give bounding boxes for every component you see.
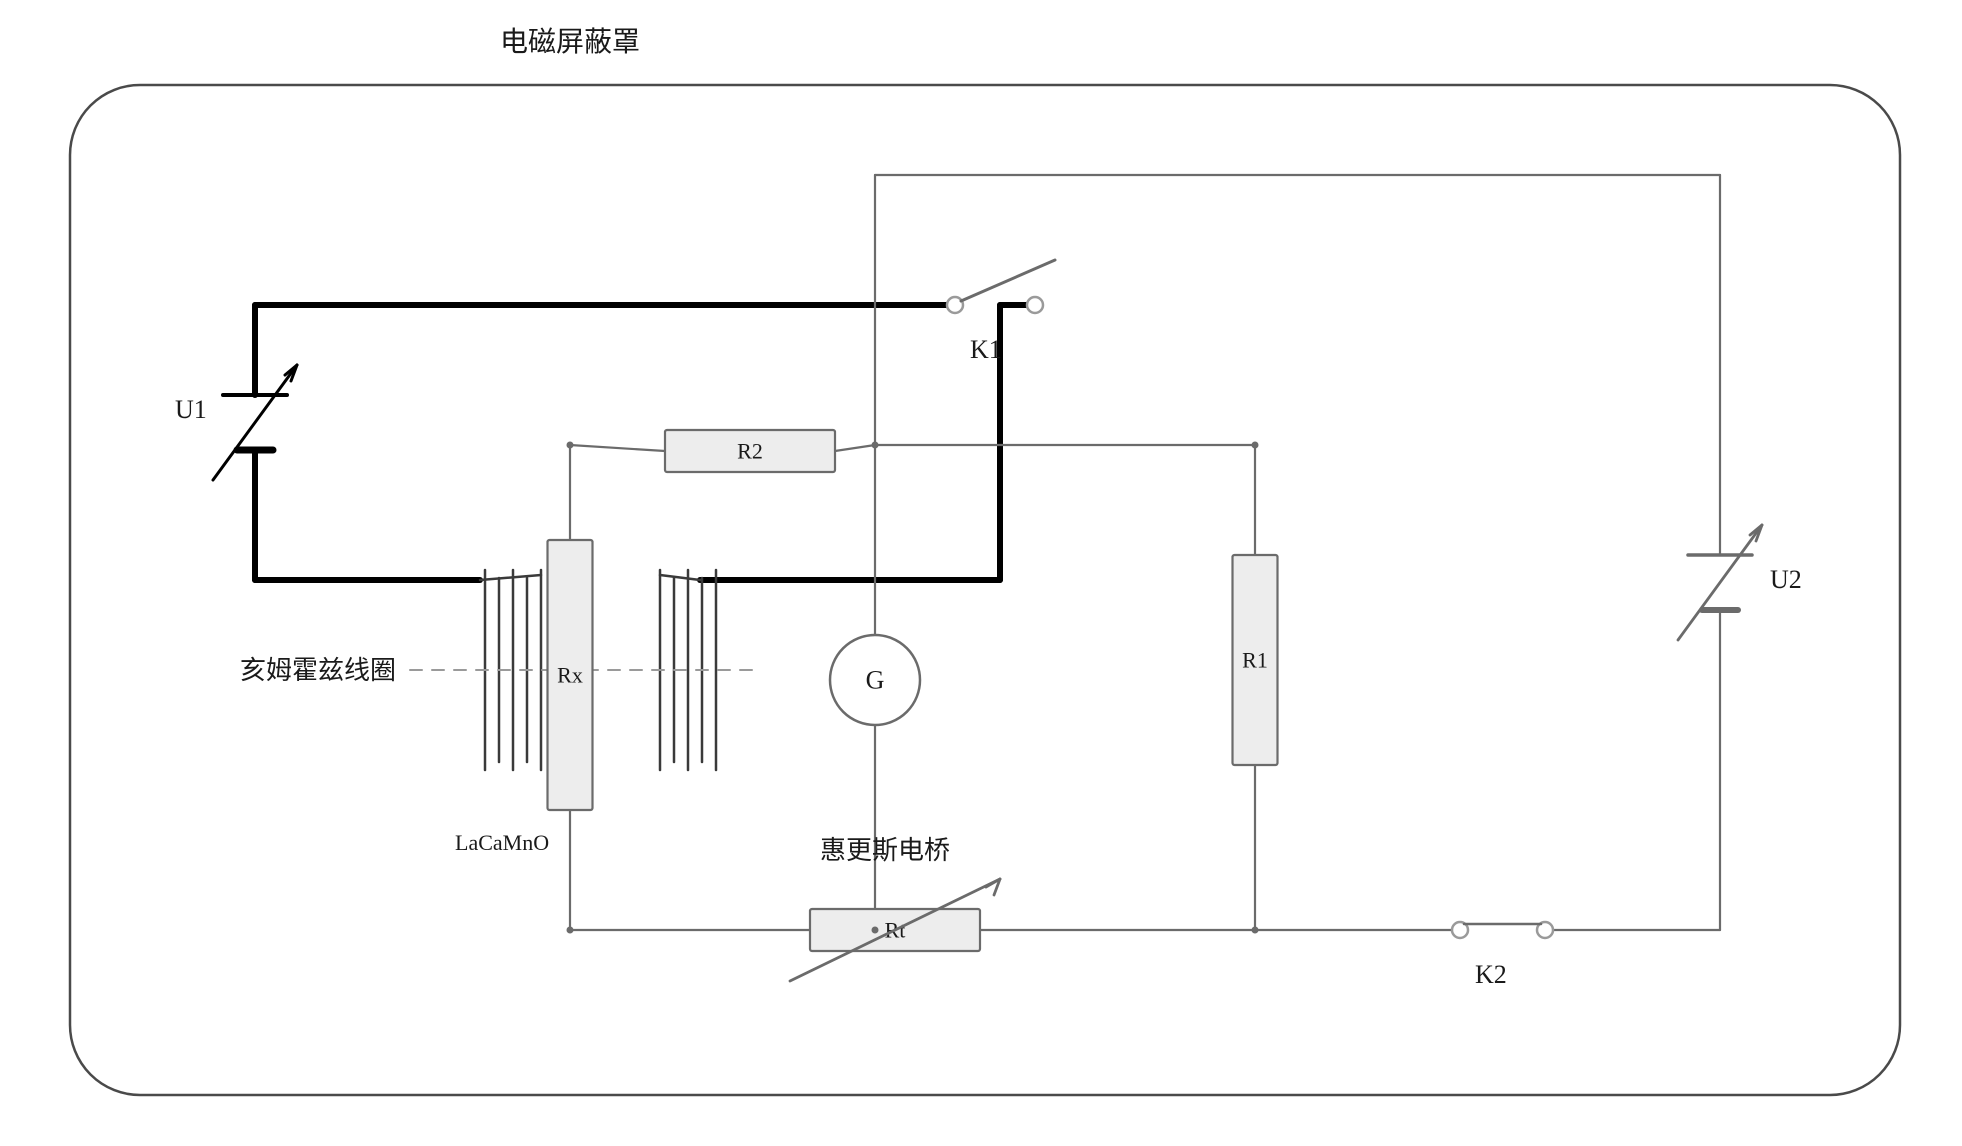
k2-label: K2 — [1475, 960, 1507, 990]
svg-text:Rx: Rx — [557, 663, 583, 688]
circuit-diagram: RxR2R1RtG 电磁屏蔽罩 亥姆霍兹线圈 LaCaMnO 惠更斯电桥 U1 … — [0, 0, 1962, 1146]
wheatstone-label: 惠更斯电桥 — [820, 830, 950, 867]
u2-label: U2 — [1770, 565, 1802, 595]
lacamno-label: LaCaMnO — [455, 830, 549, 856]
circuit-svg: RxR2R1RtG — [0, 0, 1962, 1146]
svg-text:G: G — [866, 666, 885, 695]
u1-label: U1 — [175, 395, 207, 425]
helmholtz-label: 亥姆霍兹线圈 — [240, 650, 396, 687]
svg-text:R2: R2 — [737, 439, 763, 464]
k1-label: K1 — [970, 335, 1002, 365]
svg-text:R1: R1 — [1242, 648, 1268, 673]
title-label: 电磁屏蔽罩 — [500, 20, 640, 60]
